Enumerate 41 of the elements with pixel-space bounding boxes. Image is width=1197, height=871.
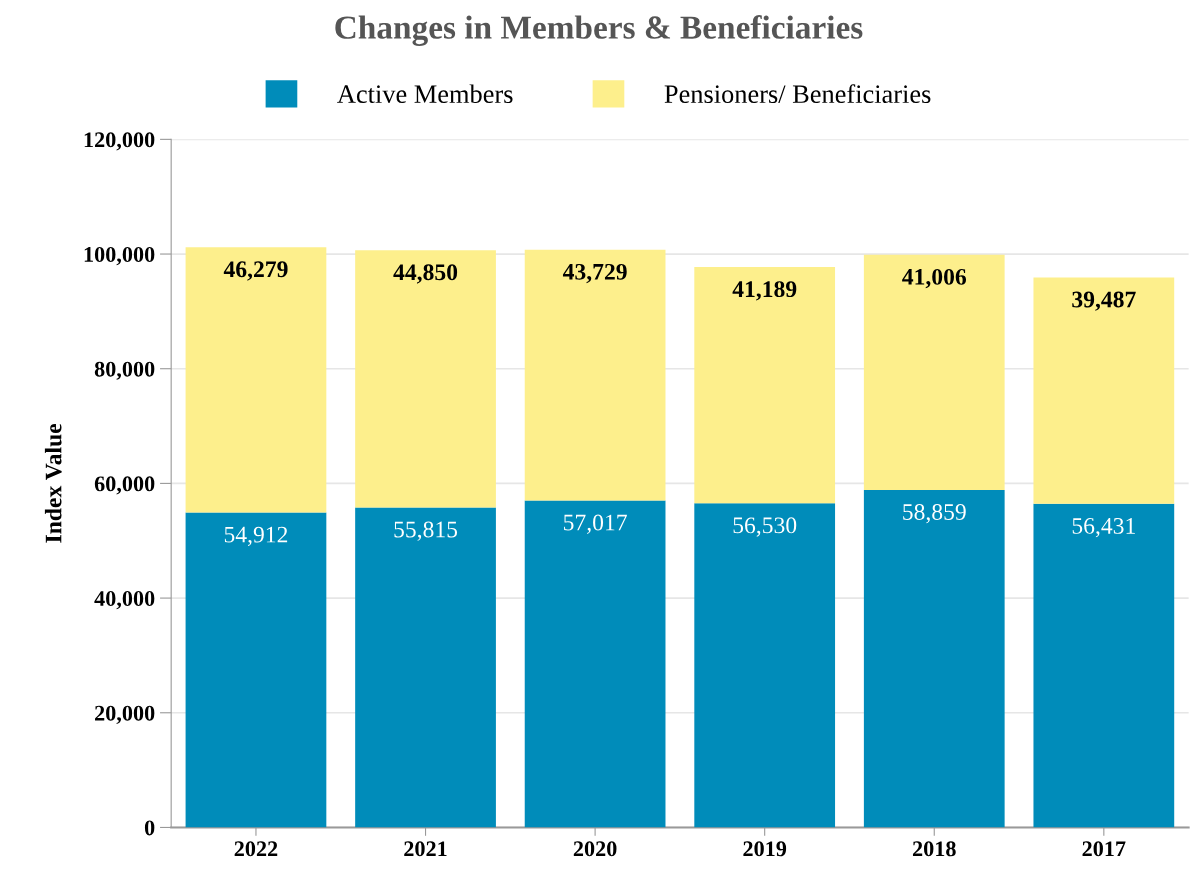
legend-label: Active Members (337, 84, 513, 104)
bar (1033, 277, 1175, 504)
data-label: 57,017 (564, 514, 627, 534)
data-label: 46,279 (223, 261, 288, 281)
data-label: 41,189 (732, 281, 797, 301)
data-label: 56,431 (1072, 518, 1135, 538)
x-tick-label: 2021 (404, 841, 447, 857)
bar (1033, 503, 1175, 828)
data-label: 43,729 (562, 263, 627, 284)
x-tick-label: 2019 (743, 841, 787, 857)
bar (694, 267, 836, 504)
data-label: 44,850 (393, 264, 458, 284)
data-label: 39,487 (1072, 291, 1136, 311)
x-tick-label: 2017 (1082, 841, 1126, 857)
data-label: 58,859 (903, 504, 966, 524)
y-tick-label: 60,000 (94, 476, 155, 495)
y-axis-title: Index Value (44, 423, 62, 543)
bar (185, 512, 327, 828)
legend-label: Pensioners/ Beneficiaries (664, 84, 931, 104)
bar (524, 249, 666, 501)
y-tick-label: 120,000 (84, 132, 155, 151)
data-label: 55,815 (394, 521, 458, 541)
x-tick-label: 2018 (912, 841, 956, 857)
x-tick-label: 2020 (573, 841, 617, 857)
y-tick-label: 0 (144, 820, 155, 836)
bar (185, 247, 327, 513)
y-tick-label: 20,000 (95, 705, 155, 724)
bar (524, 500, 666, 828)
x-tick-label: 2022 (234, 841, 278, 857)
y-tick-label: 100,000 (84, 246, 155, 266)
y-tick-label: 80,000 (94, 361, 155, 380)
bar (694, 503, 836, 828)
bar (863, 489, 1005, 828)
bar (355, 250, 496, 508)
bar (863, 254, 1005, 490)
data-label: 54,912 (224, 526, 288, 546)
bar (355, 507, 496, 828)
y-tick-label: 40,000 (94, 591, 155, 610)
chart-title: Changes in Members & Beneficiaries (335, 15, 863, 46)
data-label: 41,006 (902, 268, 967, 289)
data-label: 56,530 (733, 517, 797, 537)
